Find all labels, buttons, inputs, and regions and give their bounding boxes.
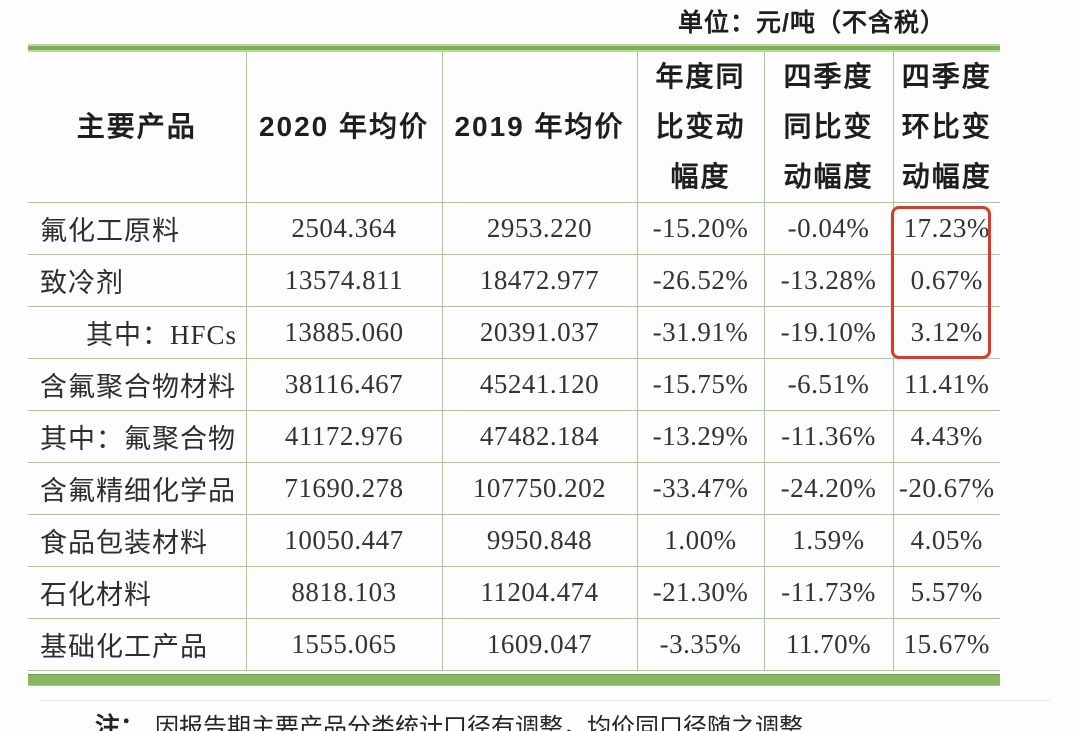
col-header-annual-yoy: 年度同 比变动 幅度 (636, 52, 765, 203)
col-header-product: 主要产品 (28, 52, 247, 203)
cell-q4-yoy: -11.73% (763, 566, 894, 619)
table-row: 氟化工原料 2504.364 2953.220 -15.20% -0.04% 1… (28, 202, 1000, 255)
cell-annual-yoy: -26.52% (636, 254, 765, 307)
cell-avg-2020: 13885.060 (245, 306, 443, 359)
table-row: 含氟精细化学品 71690.278 107750.202 -33.47% -24… (28, 462, 1000, 515)
cell-q4-qoq: 4.43% (892, 410, 1000, 463)
table-bottom-border (28, 674, 1000, 686)
cell-annual-yoy: 1.00% (636, 514, 765, 567)
cell-avg-2020: 71690.278 (245, 462, 443, 515)
cell-q4-qoq: 4.05% (892, 514, 1000, 567)
cell-avg-2019: 2953.220 (441, 202, 638, 255)
cell-avg-2019: 1609.047 (441, 618, 638, 671)
cell-avg-2019: 9950.848 (441, 514, 638, 567)
cell-q4-yoy: 1.59% (763, 514, 894, 567)
cell-q4-yoy: -0.04% (763, 202, 894, 255)
cell-annual-yoy: -3.35% (636, 618, 765, 671)
cell-product: 石化材料 (28, 566, 247, 619)
footnote-prefix: 注： (95, 713, 146, 731)
header-row: 主要产品 2020 年均价 2019 年均价 年度同 比变动 幅度 四季度 同比… (28, 52, 1000, 203)
col-header-avg-2020: 2020 年均价 (245, 52, 443, 203)
cell-q4-yoy: 11.70% (763, 618, 894, 671)
cell-avg-2020: 10050.447 (245, 514, 443, 567)
cell-product: 食品包装材料 (28, 514, 247, 567)
table-row: 石化材料 8818.103 11204.474 -21.30% -11.73% … (28, 566, 1000, 619)
cell-avg-2019: 107750.202 (441, 462, 638, 515)
cell-q4-qoq: 17.23% (892, 202, 1000, 255)
cell-q4-qoq: -20.67% (892, 462, 1000, 515)
table-row: 食品包装材料 10050.447 9950.848 1.00% 1.59% 4.… (28, 514, 1000, 567)
cell-q4-qoq: 11.41% (892, 358, 1000, 411)
cell-annual-yoy: -13.29% (636, 410, 765, 463)
table-row: 基础化工产品 1555.065 1609.047 -3.35% 11.70% 1… (28, 618, 1000, 671)
cell-q4-yoy: -24.20% (763, 462, 894, 515)
cell-annual-yoy: -15.75% (636, 358, 765, 411)
cell-avg-2020: 38116.467 (245, 358, 443, 411)
table-row: 致冷剂 13574.811 18472.977 -26.52% -13.28% … (28, 254, 1000, 307)
cell-product: 致冷剂 (28, 254, 247, 307)
col-header-q4-qoq: 四季度 环比变 动幅度 (892, 52, 1000, 203)
cell-avg-2020: 2504.364 (245, 202, 443, 255)
cell-product: 氟化工原料 (28, 202, 247, 255)
cell-q4-yoy: -11.36% (763, 410, 894, 463)
cell-avg-2020: 41172.976 (245, 410, 443, 463)
col-header-avg-2019: 2019 年均价 (441, 52, 638, 203)
cell-avg-2019: 11204.474 (441, 566, 638, 619)
cell-q4-qoq: 5.57% (892, 566, 1000, 619)
cell-q4-qoq: 15.67% (892, 618, 1000, 671)
cell-q4-yoy: -6.51% (763, 358, 894, 411)
cell-avg-2019: 20391.037 (441, 306, 638, 359)
table-row: 含氟聚合物材料 38116.467 45241.120 -15.75% -6.5… (28, 358, 1000, 411)
table-top-border (28, 44, 1000, 52)
cell-product: 其中：HFCs (28, 306, 247, 359)
cell-q4-qoq: 0.67% (892, 254, 1000, 307)
cell-annual-yoy: -15.20% (636, 202, 765, 255)
cell-q4-yoy: -13.28% (763, 254, 894, 307)
table-row: 其中：氟聚合物 41172.976 47482.184 -13.29% -11.… (28, 410, 1000, 463)
cell-avg-2020: 13574.811 (245, 254, 443, 307)
cell-product: 基础化工产品 (28, 618, 247, 671)
cell-product: 其中：氟聚合物 (28, 410, 247, 463)
table-row: 其中：HFCs 13885.060 20391.037 -31.91% -19.… (28, 306, 1000, 359)
cell-q4-yoy: -19.10% (763, 306, 894, 359)
unit-label: 单位：元/吨（不含税） (678, 9, 946, 37)
cell-avg-2020: 1555.065 (245, 618, 443, 671)
divider-line (40, 700, 1050, 701)
footnote: 注： 因报告期主要产品分类统计口径有调整，均价同口径随之调整 (95, 707, 803, 731)
cell-avg-2019: 47482.184 (441, 410, 638, 463)
col-header-q4-yoy: 四季度 同比变 动幅度 (763, 52, 894, 203)
cell-product: 含氟精细化学品 (28, 462, 247, 515)
cell-product: 含氟聚合物材料 (28, 358, 247, 411)
cell-annual-yoy: -31.91% (636, 306, 765, 359)
cell-avg-2019: 45241.120 (441, 358, 638, 411)
price-table-block: 主要产品 2020 年均价 2019 年均价 年度同 比变动 幅度 四季度 同比… (28, 44, 1000, 686)
cell-avg-2020: 8818.103 (245, 566, 443, 619)
cell-q4-qoq: 3.12% (892, 306, 1000, 359)
price-table: 主要产品 2020 年均价 2019 年均价 年度同 比变动 幅度 四季度 同比… (28, 52, 1000, 671)
cell-avg-2019: 18472.977 (441, 254, 638, 307)
footnote-text: 因报告期主要产品分类统计口径有调整，均价同口径随之调整 (155, 715, 804, 731)
cell-annual-yoy: -21.30% (636, 566, 765, 619)
cell-annual-yoy: -33.47% (636, 462, 765, 515)
